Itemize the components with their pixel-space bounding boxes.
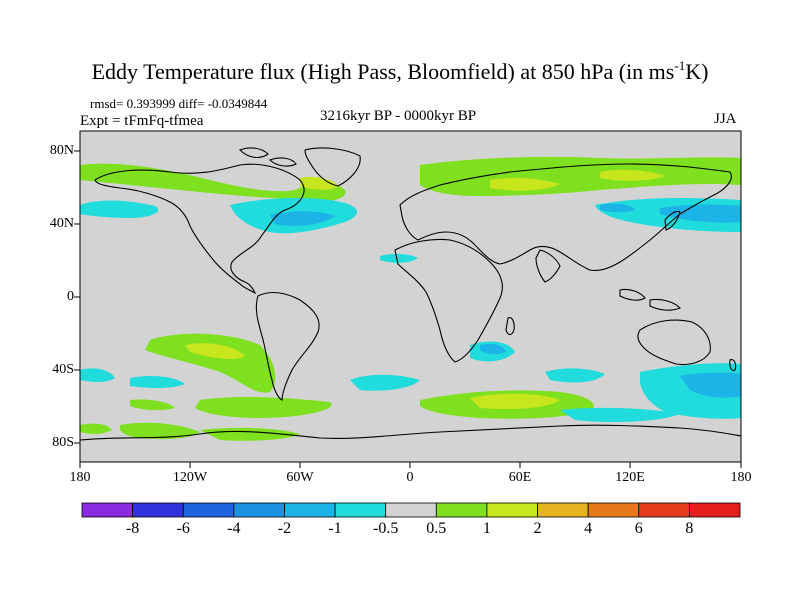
lat-label-80s: 80S [52,435,74,450]
colorbar-tick-label: 8 [685,520,694,537]
colorbar-tick-label: 0.5 [426,520,447,537]
colorbar-swatch [284,502,336,518]
colorbar-swatch [638,502,690,518]
colorbar-tick-label: 1 [482,520,491,537]
colorbar [81,502,741,518]
lat-label-40s: 40S [52,362,74,377]
colorbar-tick-label: 6 [634,520,643,537]
lon-label-60e: 60E [508,470,532,485]
lon-label-60w: 60W [286,470,314,485]
colorbar-swatch [182,502,235,518]
anomaly-field [80,156,741,441]
colorbar-tick-label: -1 [328,520,342,537]
colorbar-tick-label: 4 [584,520,593,537]
season-label: JJA [714,111,737,127]
plot-title: Eddy Temperature flux (High Pass, Bloomf… [91,58,709,84]
colorbar-tick-label: -6 [176,520,190,537]
colorbar-swatch [688,502,741,518]
colorbar-swatch [385,502,437,518]
lon-label-180w: 180 [69,470,91,485]
colorbar-tick-label: 2 [533,520,542,537]
colorbar-tick-label: -2 [277,520,292,537]
colorbar-swatch [435,502,488,518]
colorbar-swatch [537,502,589,518]
experiment-label: Expt = tFmFq-tfmea [80,113,204,129]
lat-label-40n: 40N [49,216,74,231]
colorbar-swatch [587,502,640,518]
colorbar-tick-label: -4 [227,520,241,537]
lon-label-180e: 180 [730,470,752,485]
colorbar-swatch [486,502,538,518]
colorbar-tick-label: -8 [125,520,140,537]
coastlines [80,147,741,441]
lon-label-120e: 120E [615,470,645,485]
colorbar-swatch [132,502,184,518]
lon-label-0: 0 [406,470,414,485]
axis-ticks [74,150,742,468]
rmsd-diff-text: rmsd= 0.393999 diff= -0.0349844 [90,96,268,111]
colorbar-tick-label: -0.5 [373,520,399,537]
colorbar-swatch [233,502,285,518]
lat-label-0: 0 [67,289,74,304]
colorbar-swatch [81,502,134,518]
lat-label-80n: 80N [49,143,74,158]
colorbar-swatch [334,502,387,518]
time-period-label: 3216kyr BP - 0000kyr BP [320,108,477,124]
lon-label-120w: 120W [172,470,208,485]
